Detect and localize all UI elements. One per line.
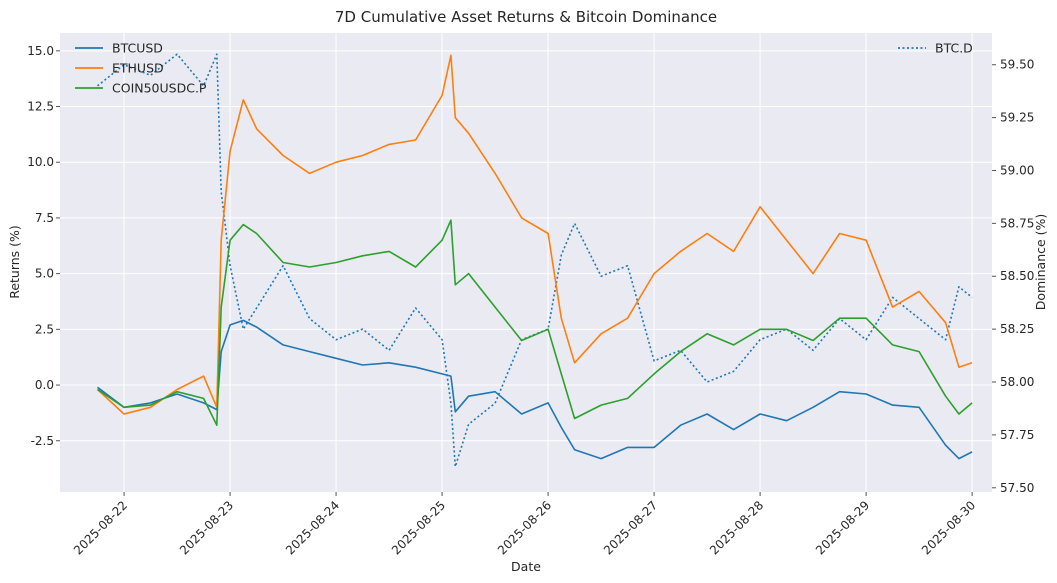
y-left-tick-label: 2.5 (35, 322, 54, 336)
legend-label: COIN50USDC.P (112, 81, 207, 96)
x-tick-label: 2025-08-23 (177, 498, 236, 557)
plot-area (60, 33, 992, 492)
legend-dominance: BTC.D (898, 41, 973, 56)
y-right-tick-label: 59.50 (1000, 58, 1034, 72)
y-right-tick-label: 59.25 (1000, 111, 1034, 125)
x-axis-ticks: 2025-08-22 2025-08-23 2025-08-24 2025-08-25… (71, 492, 978, 557)
y-right-tick-label: 58.75 (1000, 216, 1034, 230)
series-line-coin50usdc-p (97, 219, 973, 427)
y-right-tick-label: 57.50 (1000, 481, 1034, 495)
x-tick-label: 2025-08-26 (495, 498, 554, 557)
x-tick-label: 2025-08-30 (919, 498, 978, 557)
x-tick-label: 2025-08-25 (389, 498, 448, 557)
y-left-tick-label: 10.0 (27, 155, 54, 169)
x-tick-label: 2025-08-24 (283, 498, 342, 557)
x-tick-label: 2025-08-22 (71, 498, 130, 557)
left-axis-label: Returns (%) (7, 225, 22, 299)
legend-label: BTC.D (935, 41, 973, 56)
series-line-ethusd (96, 54, 973, 415)
left-axis-ticks: -2.5 0.0 2.5 5.0 7.5 10.0 12.5 15.0 (27, 44, 60, 448)
series-line-btcusd (97, 319, 973, 460)
y-left-tick-label: 7.5 (35, 211, 54, 225)
y-right-tick-label: 59.00 (1000, 163, 1034, 177)
y-right-tick-label: 58.25 (1000, 322, 1034, 336)
y-left-tick-label: 5.0 (35, 267, 54, 281)
legend-label: BTCUSD (112, 41, 163, 56)
x-tick-label: 2025-08-28 (707, 498, 766, 557)
y-left-tick-label: -2.5 (31, 434, 54, 448)
legend-label: ETHUSD (112, 61, 164, 76)
x-axis-label: Date (511, 559, 541, 574)
x-tick-label: 2025-08-27 (601, 498, 660, 557)
y-left-tick-label: 0.0 (35, 378, 54, 392)
y-right-tick-label: 58.00 (1000, 375, 1034, 389)
right-axis-label: Dominance (%) (1033, 214, 1048, 311)
grid-lines (60, 33, 992, 492)
x-tick-label: 2025-08-29 (813, 498, 872, 557)
right-axis-ticks: 57.50 57.75 58.00 58.25 58.50 58.75 59.00 59.25… (992, 58, 1034, 495)
y-right-tick-label: 57.75 (1000, 428, 1034, 442)
legend-returns: BTCUSD ETHUSD COIN50USDC.P (75, 41, 207, 96)
y-left-tick-label: 12.5 (27, 100, 54, 114)
chart-title: 7D Cumulative Asset Returns & Bitcoin Do… (335, 8, 717, 26)
y-right-tick-label: 58.50 (1000, 269, 1034, 283)
series-layer (96, 53, 973, 468)
y-left-tick-label: 15.0 (27, 44, 54, 58)
series-line-btc-d (97, 53, 973, 468)
